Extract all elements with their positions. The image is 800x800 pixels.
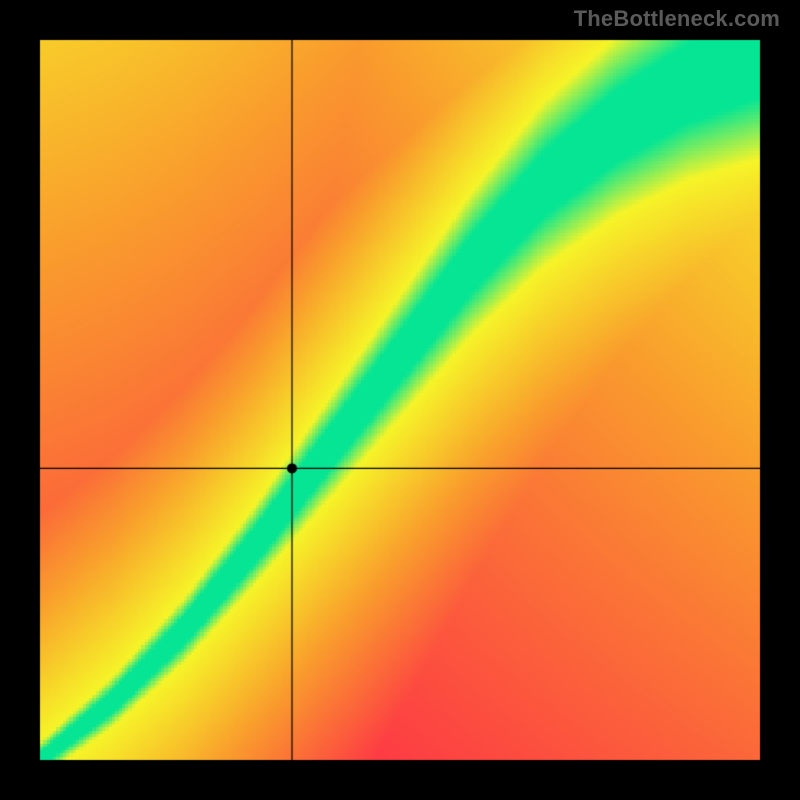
heatmap-canvas [0, 0, 800, 800]
chart-container: TheBottleneck.com [0, 0, 800, 800]
watermark-text: TheBottleneck.com [574, 6, 780, 32]
